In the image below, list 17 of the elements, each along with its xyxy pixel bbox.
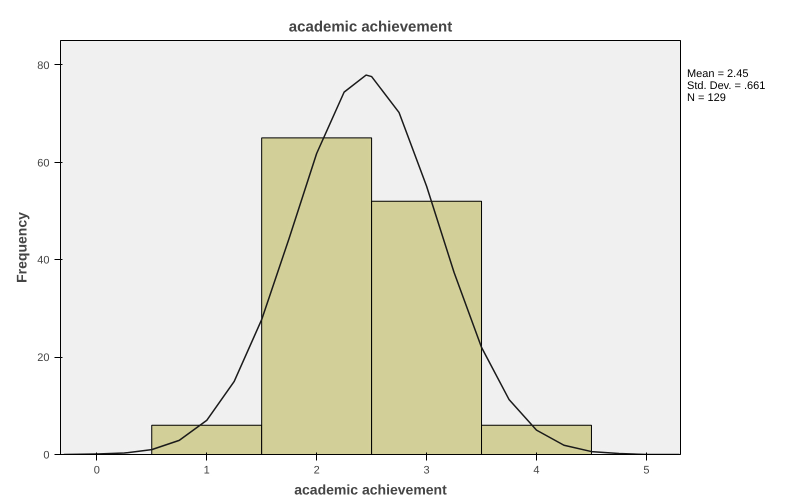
y-tick-label: 20 <box>37 352 50 364</box>
x-tick-label: 1 <box>204 464 210 476</box>
x-tick-label: 5 <box>643 464 650 476</box>
y-tick-label: 80 <box>37 60 50 72</box>
y-tick-label: 40 <box>37 254 50 267</box>
x-tick-label: 4 <box>533 464 540 476</box>
x-axis-title: academic achievement <box>294 482 448 498</box>
chart-title: academic achievement <box>288 18 452 36</box>
x-tick-label: 2 <box>314 464 320 476</box>
text: N = 129 <box>687 92 726 104</box>
text: Mean = 2.45 <box>687 68 748 80</box>
y-axis-title: Frequency <box>13 212 30 283</box>
y-tick-label: 0 <box>43 450 50 462</box>
text: Std. Dev. = .661 <box>687 80 766 92</box>
x-tick-label: 0 <box>94 464 100 476</box>
x-tick-label: 3 <box>424 464 430 476</box>
y-tick-label: 60 <box>37 157 50 170</box>
